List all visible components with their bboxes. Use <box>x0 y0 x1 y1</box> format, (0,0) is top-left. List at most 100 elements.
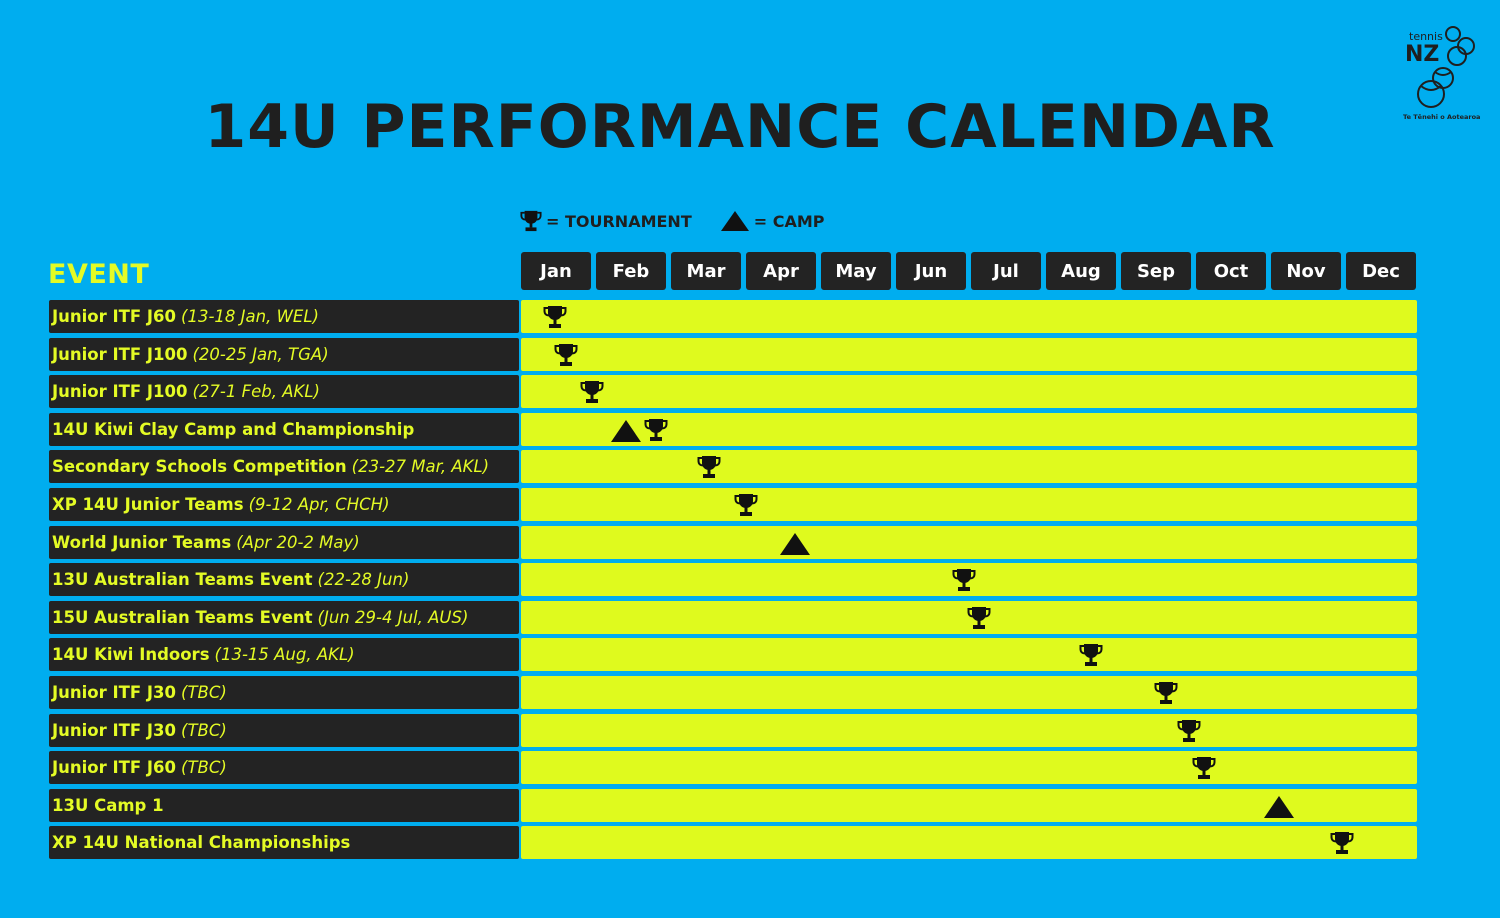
legend: = TOURNAMENT = CAMP <box>520 207 852 235</box>
table-row: XP 14U Junior Teams (9-12 Apr, CHCH) <box>49 488 1417 521</box>
trophy-icon <box>554 341 578 373</box>
event-label: 13U Camp 1 <box>49 788 519 822</box>
event-name: Junior ITF J30 <box>52 720 177 740</box>
month-sep: Sep <box>1121 252 1191 290</box>
trophy-icon <box>952 566 976 598</box>
month-apr: Apr <box>746 252 816 290</box>
event-name: 13U Australian Teams Event <box>52 570 313 590</box>
trophy-icon <box>697 453 721 485</box>
event-name: Secondary Schools Competition <box>52 457 347 477</box>
trophy-icon <box>734 491 758 523</box>
event-detail: (TBC) <box>181 720 227 740</box>
event-label: 14U Kiwi Indoors (13-15 Aug, AKL) <box>49 638 519 672</box>
event-label: Junior ITF J60 (TBC) <box>49 751 519 785</box>
table-row: Junior ITF J60 (TBC) <box>49 751 1417 786</box>
timeline-bar <box>521 375 1417 410</box>
month-feb: Feb <box>596 252 666 290</box>
event-detail: (TBC) <box>181 683 227 702</box>
event-detail: (Apr 20-2 May) <box>236 532 360 552</box>
event-detail: (13-15 Aug, AKL) <box>214 645 355 665</box>
month-dec: Dec <box>1346 252 1416 290</box>
timeline-bar <box>521 826 1417 861</box>
trophy-icon <box>1330 829 1354 861</box>
tennis-nz-logo: tennis NZ Te Tēnehi o Aotearoa <box>1395 20 1487 121</box>
trophy-icon <box>967 604 991 636</box>
event-detail: (27-1 Feb, AKL) <box>192 382 320 402</box>
timeline-bar <box>521 600 1417 636</box>
month-oct: Oct <box>1196 252 1266 290</box>
event-label: Junior ITF J100 (20-25 Jan, TGA) <box>49 337 519 371</box>
event-detail: (13-18 Jan, WEL) <box>181 307 319 326</box>
table-row: XP 14U National Championships <box>49 826 1417 861</box>
timeline-bar <box>521 638 1417 673</box>
month-jan: Jan <box>521 252 591 290</box>
logo-tagline: Te Tēnehi o Aotearoa <box>1403 113 1481 121</box>
legend-tournament-label: = TOURNAMENT <box>546 211 692 231</box>
timeline-bar <box>521 713 1417 747</box>
event-detail: (22-28 Jun) <box>317 570 410 590</box>
triangle-icon <box>720 211 749 231</box>
month-mar: Mar <box>671 252 741 290</box>
event-label: 13U Australian Teams Event (22-28 Jun) <box>49 563 519 597</box>
event-label: Junior ITF J30 (TBC) <box>49 713 519 747</box>
event-name: 14U Kiwi Clay Camp and Championship <box>52 419 415 439</box>
month-nov: Nov <box>1271 252 1341 290</box>
event-detail: (TBC) <box>181 758 227 778</box>
event-name: 14U Kiwi Indoors <box>52 645 210 665</box>
event-name: XP 14U National Championships <box>52 833 351 853</box>
timeline-bar <box>521 676 1417 709</box>
event-name: World Junior Teams <box>52 532 232 552</box>
table-row: Junior ITF J60 (13-18 Jan, WEL) <box>49 300 1417 333</box>
trophy-icon <box>543 303 567 335</box>
event-detail: (23-27 Mar, AKL) <box>351 457 490 477</box>
event-label: 14U Kiwi Clay Camp and Championship <box>49 412 519 446</box>
event-detail: (9-12 Apr, CHCH) <box>248 495 390 514</box>
trophy-icon <box>580 378 604 410</box>
trophy-icon <box>1079 641 1103 673</box>
event-label: World Junior Teams (Apr 20-2 May) <box>49 525 519 559</box>
timeline-bar <box>521 751 1417 786</box>
triangle-icon <box>779 532 811 560</box>
table-row: Junior ITF J30 (TBC) <box>49 676 1417 709</box>
table-row: Junior ITF J30 (TBC) <box>49 713 1417 747</box>
legend-tournament: = TOURNAMENT <box>520 209 692 233</box>
triangle-icon <box>610 419 642 447</box>
event-label: Junior ITF J100 (27-1 Feb, AKL) <box>49 375 519 409</box>
timeline-bar <box>521 525 1417 560</box>
month-aug: Aug <box>1046 252 1116 290</box>
trophy-icon <box>644 416 668 448</box>
trophy-icon <box>1154 679 1178 711</box>
timeline-bar <box>521 450 1417 485</box>
page-title: 14U PERFORMANCE CALENDAR <box>204 92 1276 162</box>
event-name: 13U Camp 1 <box>52 795 164 815</box>
event-detail: (Jun 29-4 Jul, AUS) <box>317 607 469 627</box>
timeline-bar <box>521 412 1417 448</box>
tennis-balls-icon <box>1417 26 1475 108</box>
event-name: 15U Australian Teams Event <box>52 607 313 627</box>
event-name: Junior ITF J60 <box>52 307 177 326</box>
event-name: Junior ITF J100 <box>52 382 188 402</box>
table-row: 14U Kiwi Indoors (13-15 Aug, AKL) <box>49 638 1417 673</box>
table-row: Junior ITF J100 (27-1 Feb, AKL) <box>49 375 1417 410</box>
timeline-bar <box>521 300 1417 333</box>
table-row: World Junior Teams (Apr 20-2 May) <box>49 525 1417 560</box>
event-name: Junior ITF J60 <box>52 758 177 778</box>
table-row: 13U Australian Teams Event (22-28 Jun) <box>49 563 1417 598</box>
trophy-icon <box>520 210 542 232</box>
event-label: Junior ITF J30 (TBC) <box>49 676 519 709</box>
table-row: Junior ITF J100 (20-25 Jan, TGA) <box>49 337 1417 373</box>
event-column-header: EVENT <box>48 259 150 290</box>
event-label: XP 14U Junior Teams (9-12 Apr, CHCH) <box>49 488 519 521</box>
event-detail: (20-25 Jan, TGA) <box>192 344 329 364</box>
event-name: Junior ITF J100 <box>52 344 188 364</box>
timeline-bar <box>521 488 1417 521</box>
table-row: 13U Camp 1 <box>49 788 1417 822</box>
table-row: 15U Australian Teams Event (Jun 29-4 Jul,… <box>49 600 1417 636</box>
month-header: Jan Feb Mar Apr May Jun Jul Aug Sep Oct Nov Dec <box>521 252 1417 290</box>
logo-tennis-text: tennis <box>1409 30 1443 43</box>
month-jun: Jun <box>896 252 966 290</box>
event-name: Junior ITF J30 <box>52 683 177 702</box>
trophy-icon <box>1192 754 1216 786</box>
timeline-bar <box>521 788 1417 822</box>
month-may: May <box>821 252 891 290</box>
